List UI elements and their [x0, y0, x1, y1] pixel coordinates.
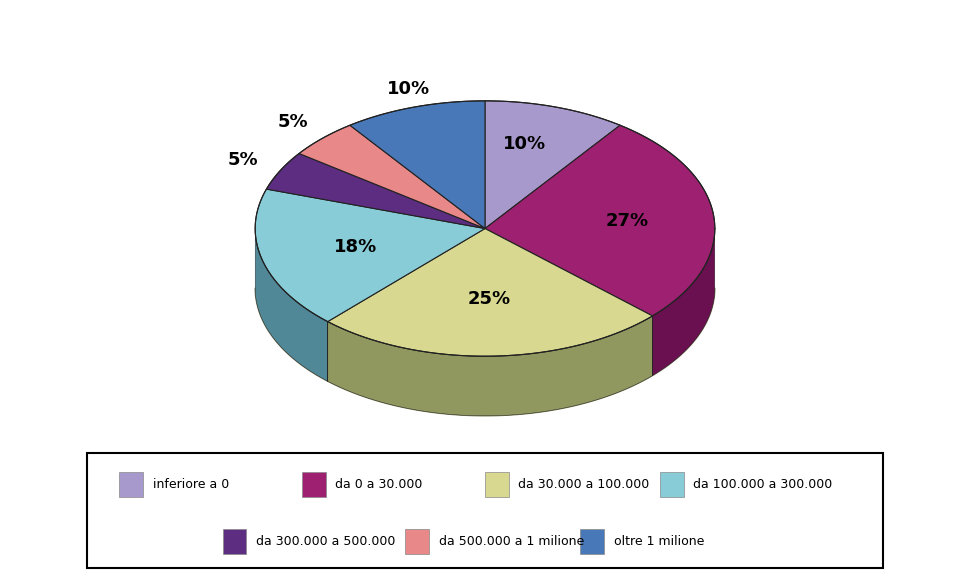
Bar — [301, 472, 326, 497]
Polygon shape — [350, 101, 484, 228]
Polygon shape — [328, 228, 652, 356]
Bar — [222, 529, 246, 554]
Bar — [484, 472, 509, 497]
Polygon shape — [255, 288, 714, 416]
Polygon shape — [484, 125, 714, 316]
Polygon shape — [652, 230, 714, 375]
Text: da 30.000 a 100.000: da 30.000 a 100.000 — [517, 478, 649, 491]
Text: da 500.000 a 1 milione: da 500.000 a 1 milione — [438, 536, 583, 548]
Text: 5%: 5% — [228, 151, 259, 169]
Text: da 0 a 30.000: da 0 a 30.000 — [335, 478, 422, 491]
Bar — [659, 472, 683, 497]
Bar — [405, 529, 429, 554]
Text: da 300.000 a 500.000: da 300.000 a 500.000 — [256, 536, 395, 548]
Text: da 100.000 a 300.000: da 100.000 a 300.000 — [693, 478, 831, 491]
Text: 10%: 10% — [502, 134, 545, 153]
Polygon shape — [255, 189, 484, 321]
Text: 18%: 18% — [334, 238, 377, 256]
Polygon shape — [266, 153, 484, 228]
Polygon shape — [255, 230, 328, 381]
Polygon shape — [298, 125, 484, 228]
Bar — [579, 529, 604, 554]
Text: 5%: 5% — [278, 113, 308, 131]
Text: 27%: 27% — [605, 212, 647, 230]
Text: 25%: 25% — [467, 290, 510, 308]
Polygon shape — [484, 101, 619, 228]
Bar — [119, 472, 142, 497]
Text: oltre 1 milione: oltre 1 milione — [613, 536, 703, 548]
Polygon shape — [328, 316, 652, 416]
Text: inferiore a 0: inferiore a 0 — [152, 478, 229, 491]
Text: 10%: 10% — [387, 80, 429, 98]
